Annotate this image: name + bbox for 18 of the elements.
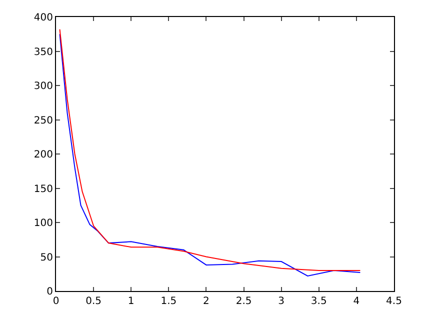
y-tick-label: 250 [34,115,53,126]
x-tick-label: 4 [353,296,360,307]
y-tick-label: 150 [34,184,53,195]
y-tick-label: 100 [34,218,53,229]
y-tick-label: 300 [34,81,53,92]
x-tick-label: 3.5 [310,296,327,307]
x-tick-label: 2 [203,296,210,307]
x-tick-label: 1.5 [160,296,177,307]
x-tick-label: 2.5 [236,296,252,307]
x-tick-label: 0.5 [86,296,102,307]
x-tick-label: 1 [128,296,134,307]
y-tick-label: 0 [46,286,53,298]
y-tick-label: 200 [34,150,53,160]
x-tick-label: 4.5 [386,296,402,307]
y-tick-label: 50 [40,252,53,264]
y-tick-label: 350 [34,46,53,58]
x-tick-label: 3 [278,296,285,307]
y-tick-label: 400 [34,12,53,24]
